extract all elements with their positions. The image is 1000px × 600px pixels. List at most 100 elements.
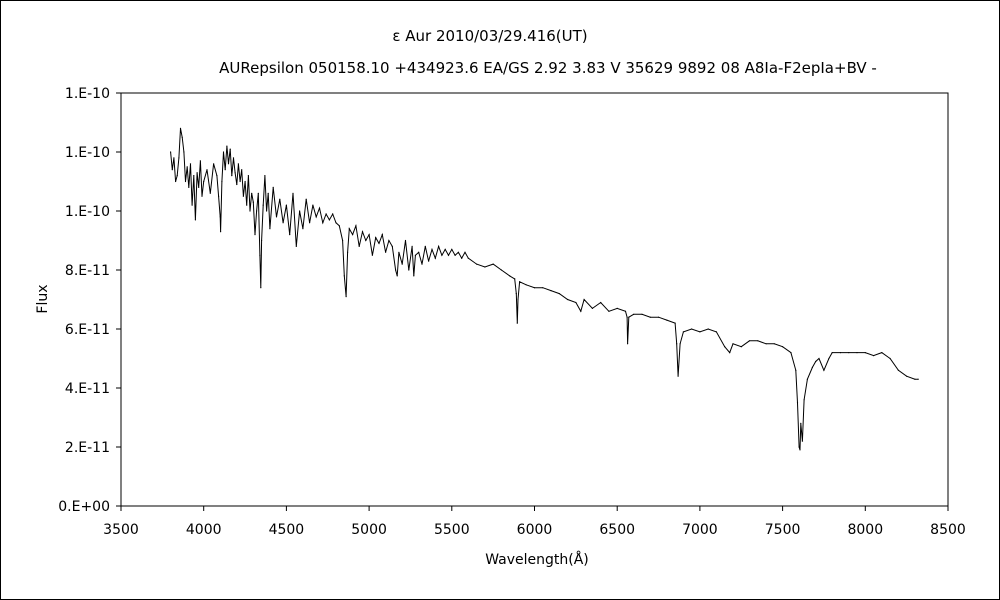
flux-data-point bbox=[375, 237, 377, 239]
flux-data-point bbox=[583, 298, 585, 301]
flux-data-point bbox=[447, 254, 450, 256]
flux-data-point bbox=[418, 251, 420, 253]
flux-data-point bbox=[765, 343, 767, 345]
flux-data-point bbox=[213, 163, 215, 165]
flux-data-point bbox=[388, 239, 390, 242]
flux-data-point bbox=[232, 157, 235, 159]
flux-data-point bbox=[234, 172, 236, 174]
plot-area bbox=[120, 92, 949, 507]
flux-data-point bbox=[261, 239, 263, 242]
flux-data-point bbox=[391, 245, 393, 247]
flux-data-point bbox=[803, 399, 805, 401]
x-tick-label: 7000 bbox=[682, 522, 718, 538]
flux-data-point bbox=[476, 263, 478, 265]
flux-data-point bbox=[260, 287, 262, 289]
y-tick-label: 6.E-11 bbox=[65, 322, 110, 338]
flux-data-point bbox=[325, 213, 327, 215]
flux-data-point bbox=[227, 163, 230, 165]
y-tick-labels: 0.E+00 2.E-11 4.E-11 6.E-11 8.E-11 1.E-10 1.E-… bbox=[58, 86, 110, 515]
flux-data-point bbox=[580, 310, 582, 312]
flux-data-point bbox=[831, 352, 833, 354]
flux-data-points bbox=[170, 127, 919, 451]
flux-data-point bbox=[224, 169, 226, 171]
flux-data-point bbox=[249, 210, 251, 212]
flux-data-point bbox=[257, 192, 259, 194]
flux-data-point bbox=[315, 216, 317, 218]
flux-data-point bbox=[533, 287, 536, 289]
flux-data-point bbox=[517, 298, 519, 301]
flux-data-point bbox=[457, 251, 459, 253]
flux-data-point bbox=[691, 328, 693, 330]
flux-data-point bbox=[408, 269, 410, 271]
flux-data-point bbox=[335, 222, 337, 224]
flux-data-point bbox=[186, 166, 188, 168]
flux-data-point bbox=[811, 366, 814, 368]
x-tick-label: 8500 bbox=[930, 522, 966, 538]
flux-data-point bbox=[347, 251, 349, 253]
flux-data-point bbox=[575, 301, 577, 304]
y-axis-label: Flux bbox=[35, 284, 51, 313]
flux-data-point bbox=[438, 245, 440, 247]
flux-data-point bbox=[368, 234, 370, 236]
flux-data-point bbox=[252, 201, 254, 203]
x-tick-label: 8000 bbox=[847, 522, 883, 538]
flux-data-point bbox=[328, 219, 330, 221]
flux-data-point bbox=[550, 290, 552, 292]
flux-data-point bbox=[914, 378, 916, 380]
flux-data-point bbox=[361, 231, 364, 233]
flux-data-point bbox=[516, 322, 518, 324]
flux-data-point bbox=[247, 175, 249, 177]
flux-data-point bbox=[189, 163, 192, 165]
flux-data-point bbox=[441, 254, 443, 256]
x-tick-labels: 3500 4000 4500 5000 5500 6000 6500 7000 7500 8000… bbox=[103, 522, 966, 538]
flux-data-point bbox=[679, 343, 681, 345]
flux-data-point bbox=[343, 275, 345, 277]
flux-data-point bbox=[677, 375, 679, 377]
flux-data-point bbox=[381, 234, 383, 236]
flux-data-point bbox=[839, 352, 842, 354]
flux-data-point bbox=[198, 186, 200, 188]
y-tick-label: 2.E-11 bbox=[65, 440, 110, 456]
flux-data-point bbox=[848, 352, 850, 354]
flux-data-point bbox=[355, 225, 357, 227]
chart-title: ε Aur 2010/03/29.416(UT) bbox=[392, 27, 587, 45]
flux-data-point bbox=[289, 234, 291, 236]
flux-data-point bbox=[398, 251, 400, 253]
flux-data-point bbox=[237, 163, 239, 165]
flux-data-point bbox=[175, 180, 177, 183]
flux-data-point bbox=[191, 204, 193, 206]
flux-data-point bbox=[828, 357, 830, 360]
flux-data-point bbox=[798, 446, 800, 448]
flux-data-point bbox=[221, 180, 223, 183]
flux-data-point bbox=[358, 245, 360, 247]
flux-data-point bbox=[385, 251, 387, 253]
flux-data-point bbox=[558, 293, 560, 295]
flux-data-point bbox=[345, 296, 347, 298]
flux-data-point bbox=[658, 316, 660, 318]
flux-data-point bbox=[464, 251, 466, 253]
flux-data-point bbox=[633, 313, 635, 315]
flux-data-point bbox=[626, 316, 628, 318]
flux-data-point bbox=[178, 157, 180, 159]
flux-data-point bbox=[454, 254, 456, 256]
flux-data-point bbox=[226, 145, 228, 147]
flux-data-point bbox=[312, 204, 314, 206]
flux-data-point bbox=[873, 355, 875, 357]
flux-data-point bbox=[795, 369, 797, 371]
x-tick-label: 4000 bbox=[186, 522, 222, 538]
flux-data-point bbox=[295, 245, 297, 247]
flux-data-point bbox=[881, 352, 883, 354]
flux-data-point bbox=[267, 192, 269, 194]
flux-data-point bbox=[796, 402, 799, 404]
flux-data-point bbox=[188, 186, 190, 188]
flux-data-point bbox=[411, 245, 413, 247]
flux-data-point bbox=[484, 266, 486, 268]
flux-data-point bbox=[342, 239, 344, 242]
flux-data-point bbox=[773, 343, 775, 345]
flux-data-point bbox=[193, 175, 195, 177]
flux-data-point bbox=[917, 378, 919, 380]
flux-data-point bbox=[251, 192, 253, 194]
flux-data-point bbox=[600, 301, 602, 304]
flux-data-point bbox=[322, 222, 324, 224]
